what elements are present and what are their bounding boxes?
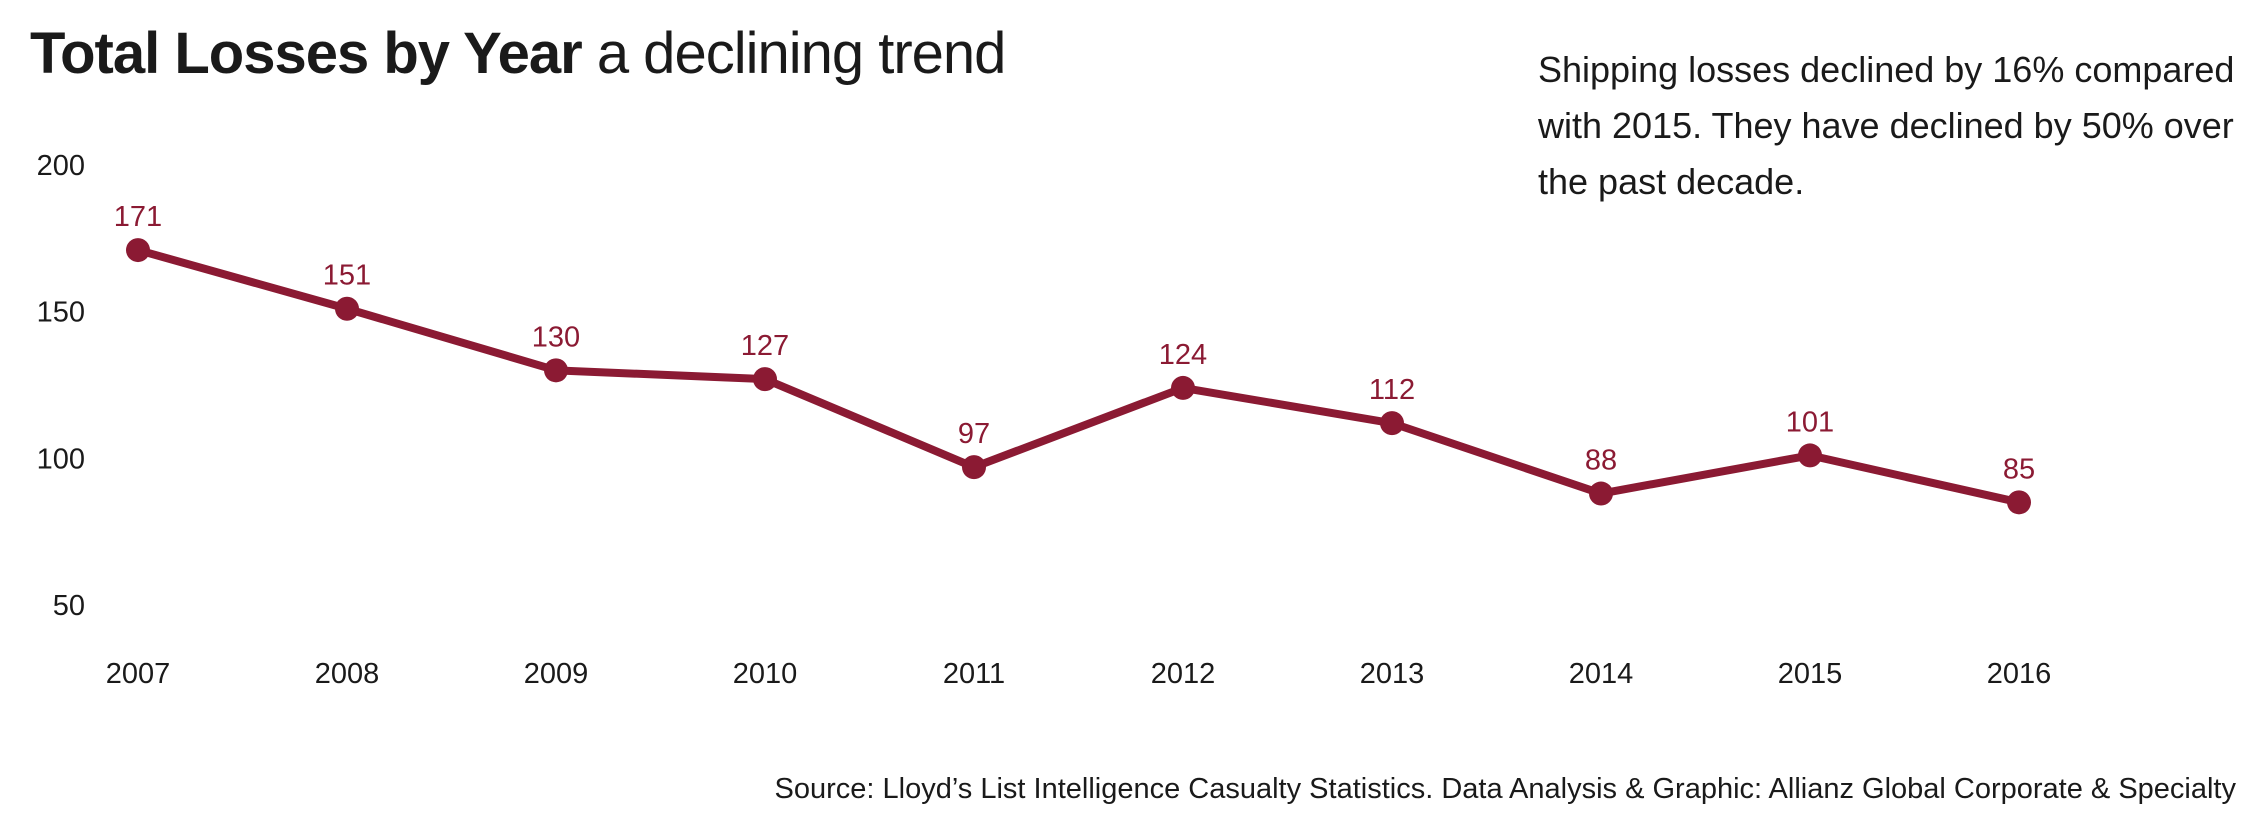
chart-title: Total Losses by Year a declining trend xyxy=(30,18,1007,90)
data-label: 97 xyxy=(958,418,990,450)
data-label: 88 xyxy=(1585,445,1617,477)
x-tick-label: 2010 xyxy=(733,658,798,690)
data-point xyxy=(1171,375,1195,400)
x-tick-label: 2011 xyxy=(943,658,1005,690)
data-label: 85 xyxy=(2003,453,2035,485)
x-tick-label: 2008 xyxy=(315,658,380,690)
y-tick-label: 150 xyxy=(37,297,85,329)
data-point xyxy=(544,358,568,383)
series-line xyxy=(134,246,2023,507)
y-tick-label: 200 xyxy=(37,150,85,182)
x-tick-label: 2015 xyxy=(1778,658,1843,690)
x-tick-label: 2016 xyxy=(1987,658,2052,690)
data-label: 127 xyxy=(741,330,789,362)
data-point xyxy=(1798,443,1822,468)
data-label: 101 xyxy=(1786,406,1834,438)
x-tick-label: 2012 xyxy=(1151,658,1216,690)
data-point xyxy=(962,455,986,480)
data-label: 124 xyxy=(1159,339,1207,371)
data-point xyxy=(335,296,359,321)
chart-title-main: Total Losses by Year xyxy=(30,21,583,86)
data-label: 112 xyxy=(1369,374,1415,406)
data-label: 171 xyxy=(114,201,162,233)
x-tick-label: 2013 xyxy=(1360,658,1425,690)
data-point xyxy=(1589,481,1613,506)
data-point xyxy=(2007,490,2031,515)
chart-title-sub: a declining trend xyxy=(596,21,1007,86)
data-point xyxy=(753,367,777,392)
data-label: 130 xyxy=(532,321,580,353)
x-tick-label: 2014 xyxy=(1569,658,1634,690)
data-point xyxy=(1380,411,1404,436)
source-note: Source: Lloyd’s List Intelligence Casual… xyxy=(774,773,2236,805)
data-label: 151 xyxy=(323,260,371,292)
y-tick-label: 100 xyxy=(37,443,85,475)
annotation-note: Shipping losses declined by 16% compared… xyxy=(1538,49,2235,202)
data-point xyxy=(126,238,150,263)
y-tick-label: 50 xyxy=(53,590,85,622)
x-tick-label: 2007 xyxy=(106,658,171,690)
x-tick-label: 2009 xyxy=(524,658,589,690)
